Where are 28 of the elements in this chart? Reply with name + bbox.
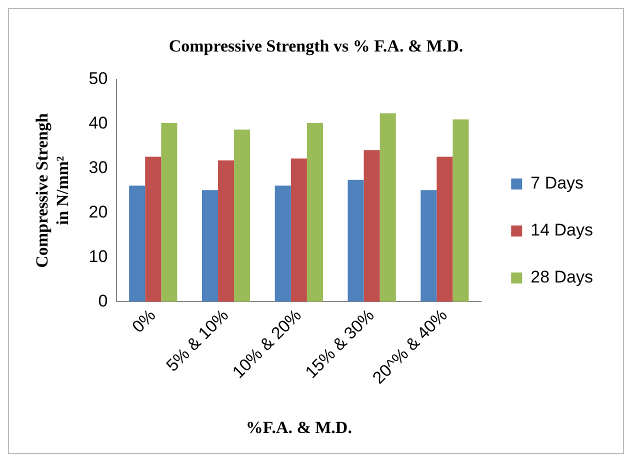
bar bbox=[436, 156, 453, 302]
bar bbox=[452, 119, 469, 302]
bar bbox=[129, 186, 146, 302]
legend-label: 14 Days bbox=[530, 220, 594, 240]
bar bbox=[234, 130, 250, 302]
bar bbox=[290, 158, 307, 302]
y-tick-label: 20 bbox=[88, 202, 108, 222]
y-tick-label: 0 bbox=[98, 291, 108, 310]
bar bbox=[161, 122, 178, 302]
bar bbox=[348, 180, 364, 302]
y-tick-label: 40 bbox=[88, 114, 108, 133]
bar bbox=[202, 190, 218, 302]
y-tick-label: 50 bbox=[88, 69, 108, 88]
y-tick-label: 10 bbox=[88, 246, 108, 266]
bar bbox=[380, 113, 396, 302]
bar bbox=[218, 160, 234, 302]
legend-label: 7 Days bbox=[530, 174, 584, 193]
chart-title: Compressive Strength vs % F.A. & M.D. bbox=[168, 36, 464, 56]
x-tick-label: 0% bbox=[128, 306, 160, 336]
bar bbox=[274, 186, 291, 302]
bar bbox=[364, 150, 380, 302]
bar bbox=[306, 122, 323, 302]
y-tick-label: 30 bbox=[88, 158, 108, 178]
legend-label: 28 Days bbox=[530, 268, 594, 287]
bar bbox=[145, 156, 162, 302]
y-axis-title: Compressive Strengh in N/mm² bbox=[32, 112, 72, 268]
bar bbox=[420, 190, 437, 302]
x-axis-title: %F.A. & M.D. bbox=[246, 418, 352, 438]
